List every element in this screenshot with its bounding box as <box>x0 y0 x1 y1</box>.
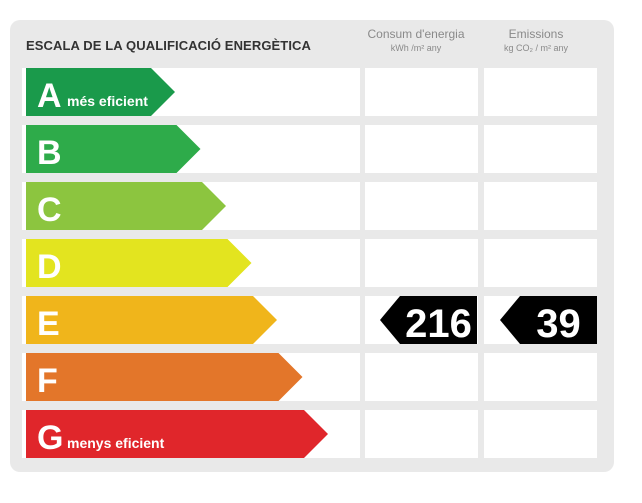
emissions-header-unit: kg CO₂ / m² any <box>503 43 568 53</box>
rating-arrow-e <box>26 296 277 344</box>
emissions-cell-a <box>484 68 597 116</box>
rating-letter-a: A <box>37 77 62 115</box>
consum-marker <box>380 296 477 344</box>
emissions-value: 39 <box>536 302 581 346</box>
rating-letter-d: D <box>37 248 62 286</box>
rating-letter-g: G <box>37 419 63 457</box>
emissions-marker <box>500 296 597 344</box>
consum-header-label: Consum d'energia <box>367 27 465 41</box>
rating-letter-c: C <box>37 191 62 229</box>
rating-letter-e: E <box>37 305 60 343</box>
consum-cell-c <box>365 182 478 230</box>
emissions-cell-g <box>484 410 597 458</box>
consum-cell-b <box>365 125 478 173</box>
emissions-header-label: Emissions <box>508 27 564 41</box>
rating-arrow-c <box>26 182 226 230</box>
label-title: ESCALA DE LA QUALIFICACIÓ ENERGÈTICA <box>26 38 312 53</box>
consum-cell-f <box>365 353 478 401</box>
emissions-cell-d <box>484 239 597 287</box>
consum-cell-g <box>365 410 478 458</box>
rating-arrow-d <box>26 239 252 287</box>
consum-cell-a <box>365 68 478 116</box>
rating-letter-f: F <box>37 362 58 400</box>
emissions-column-header: Emissions kg CO₂ / m² any <box>484 27 588 55</box>
consum-value: 216 <box>405 302 472 346</box>
rating-arrow-b <box>26 125 201 173</box>
rating-arrow-f <box>26 353 303 401</box>
rating-desc-a: més eficient <box>67 93 148 109</box>
consum-header-unit: kWh /m² any <box>390 43 442 53</box>
consum-column-header: Consum d'energia kWh /m² any <box>364 27 468 55</box>
consum-cell-d <box>365 239 478 287</box>
rating-letter-b: B <box>37 134 62 172</box>
emissions-cell-f <box>484 353 597 401</box>
rating-arrow-a <box>26 68 175 116</box>
emissions-cell-c <box>484 182 597 230</box>
rating-arrow-g <box>26 410 328 458</box>
emissions-cell-b <box>484 125 597 173</box>
rating-desc-g: menys eficient <box>67 435 165 451</box>
